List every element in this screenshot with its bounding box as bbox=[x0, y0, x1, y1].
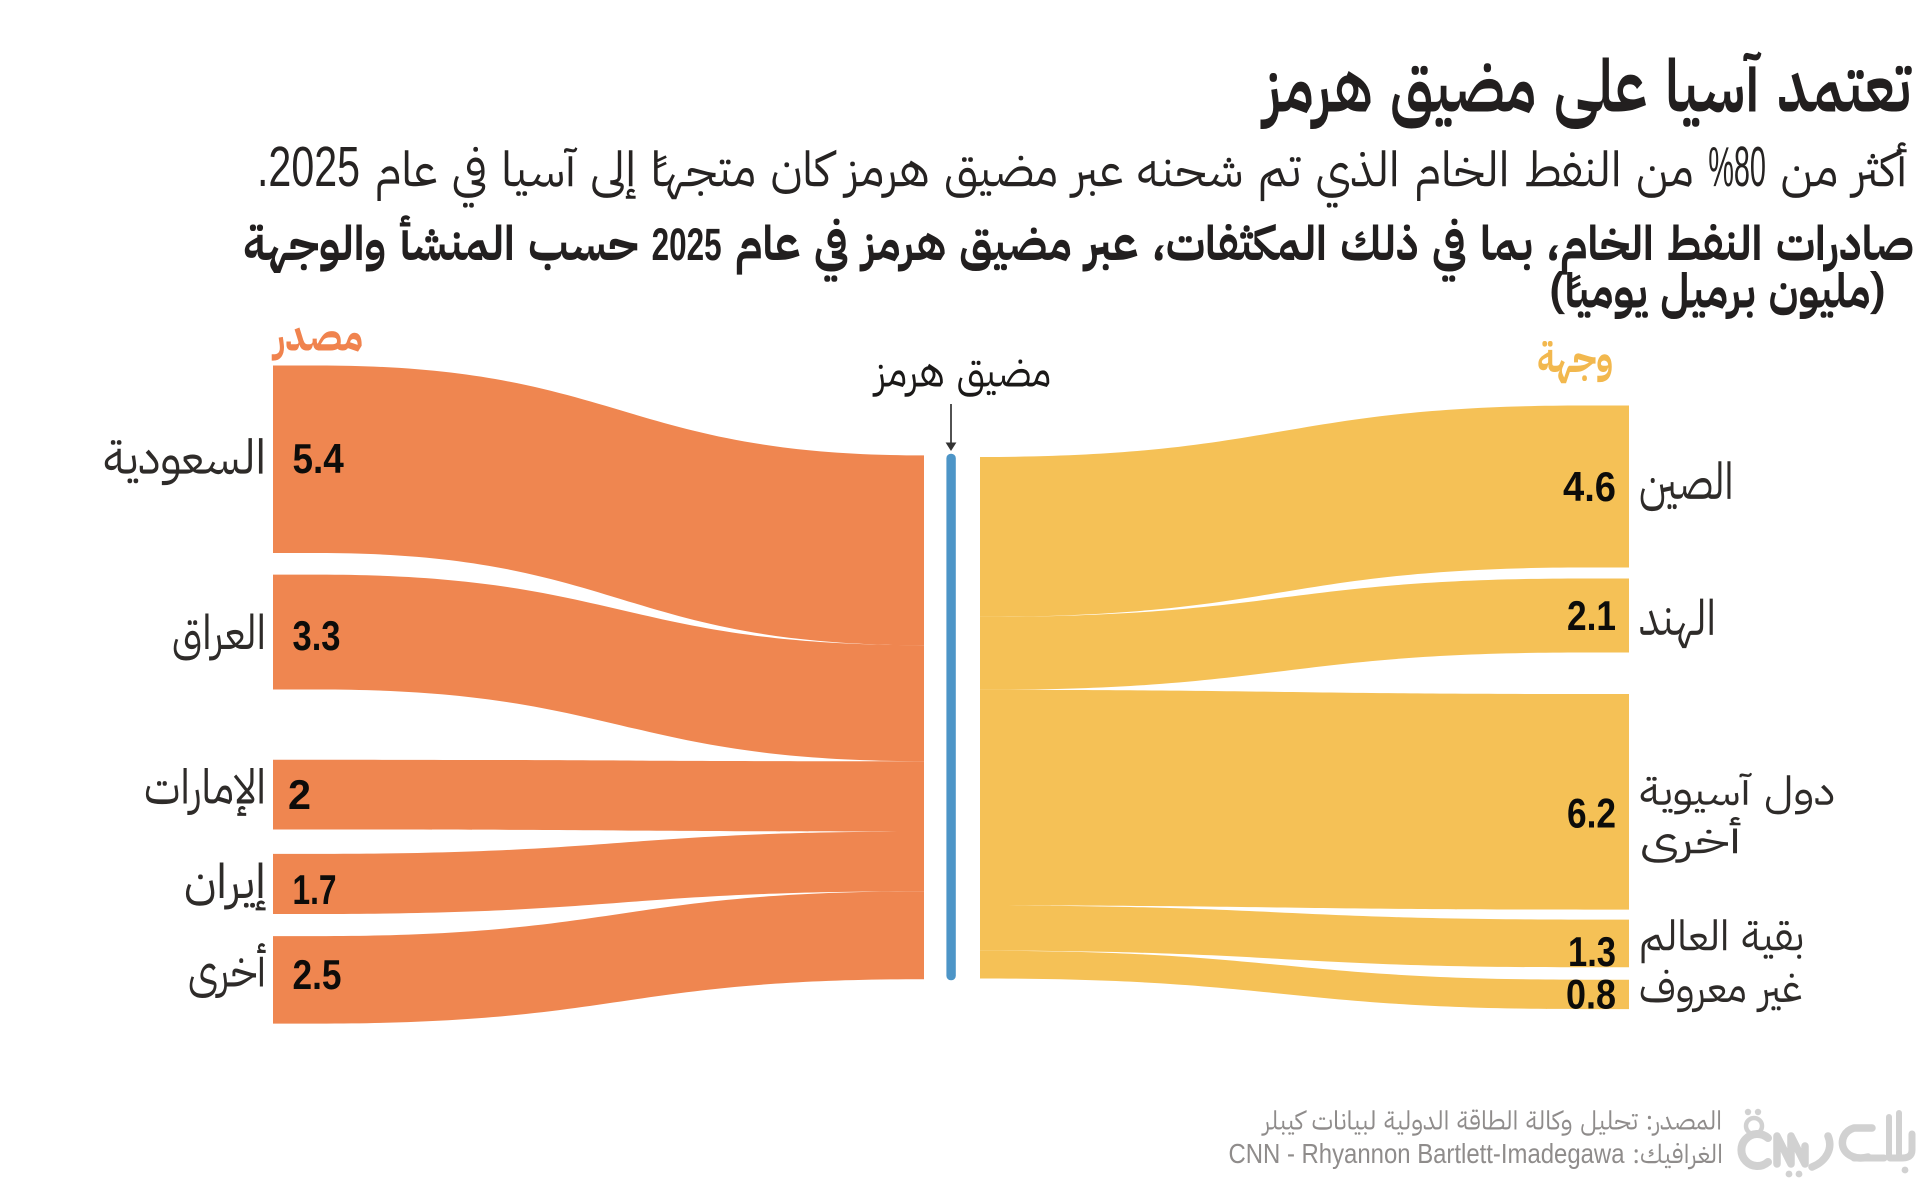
svg-text:6.2: 6.2 bbox=[1567, 790, 1616, 837]
svg-text:1.7: 1.7 bbox=[293, 866, 337, 913]
svg-text:2: 2 bbox=[288, 771, 311, 818]
svg-text:2.5: 2.5 bbox=[293, 951, 342, 998]
svg-text:0.8: 0.8 bbox=[1566, 971, 1616, 1018]
svg-text:CNN - Rhyannon Bartlett-Imadeg: CNN - Rhyannon Bartlett-Imadegawa bbox=[1229, 1138, 1625, 1169]
svg-text:4.6: 4.6 bbox=[1563, 463, 1616, 510]
svg-text:2.1: 2.1 bbox=[1567, 592, 1616, 639]
svg-text:2025: 2025 bbox=[652, 219, 722, 270]
svg-text:3.3: 3.3 bbox=[293, 612, 341, 659]
svg-text:.2025: .2025 bbox=[257, 136, 360, 199]
svg-text:5.4: 5.4 bbox=[293, 435, 345, 482]
svg-text:1.3: 1.3 bbox=[1568, 928, 1616, 975]
svg-text:%80: %80 bbox=[1708, 136, 1766, 199]
